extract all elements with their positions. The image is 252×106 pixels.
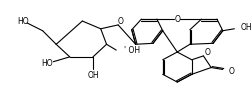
- Text: HO: HO: [17, 17, 29, 26]
- Text: OH: OH: [240, 23, 252, 32]
- Text: O: O: [229, 67, 234, 76]
- Text: O: O: [174, 15, 180, 24]
- Text: OH: OH: [87, 71, 99, 80]
- Text: O: O: [204, 47, 210, 56]
- Text: O: O: [117, 17, 123, 26]
- Text: ' OH: ' OH: [124, 46, 140, 55]
- Text: HO: HO: [42, 59, 53, 68]
